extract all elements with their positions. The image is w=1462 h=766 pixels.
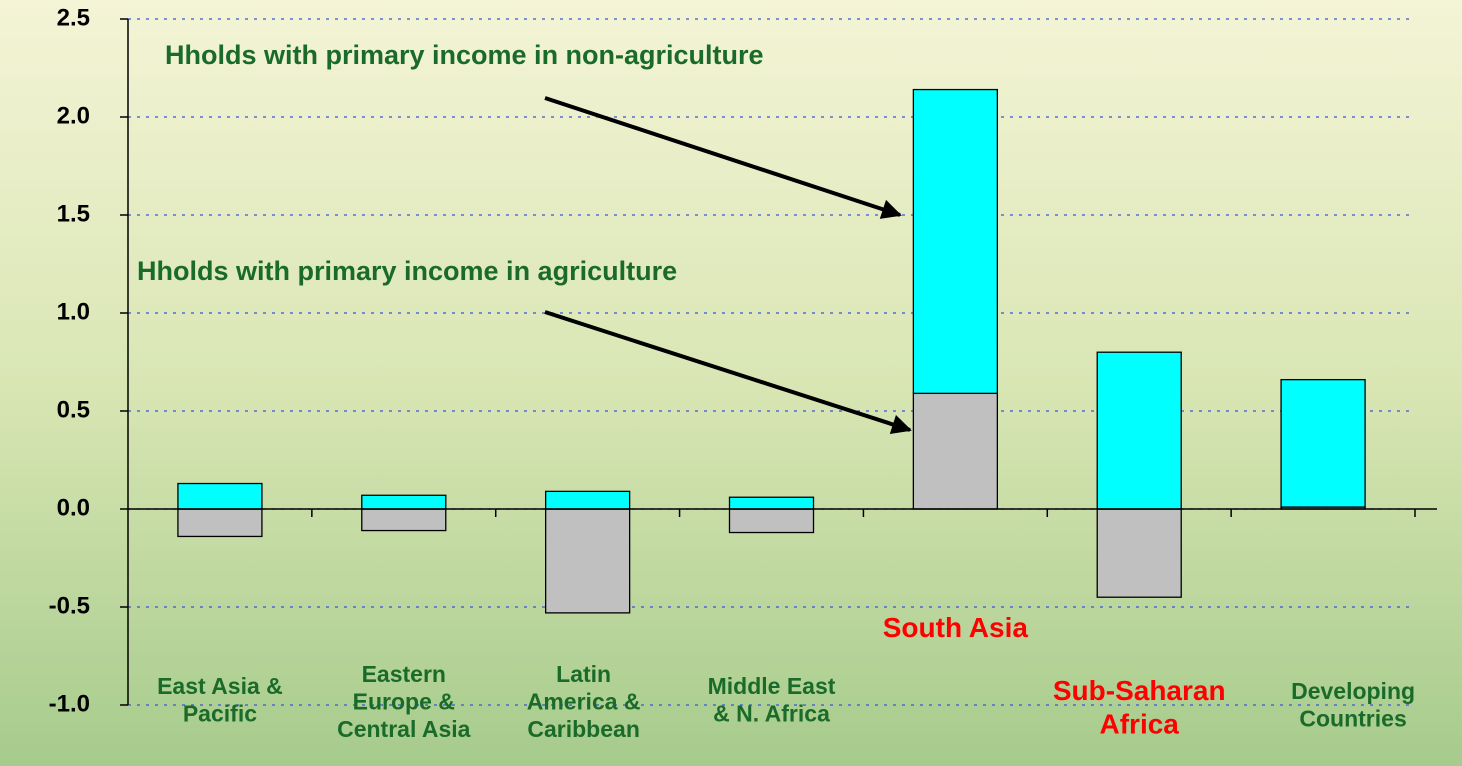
bar-segment — [912, 392, 999, 510]
x-tick-label: Eastern Europe & Central Asia — [337, 661, 471, 742]
arrow — [544, 310, 912, 434]
bar-segment — [361, 494, 447, 510]
bar-segment — [912, 88, 999, 395]
bar-segment — [728, 496, 815, 510]
bar-segment — [728, 508, 815, 534]
annotation: Hholds with primary income in non-agricu… — [165, 40, 764, 70]
arrow — [544, 96, 902, 219]
x-tick-label: South Asia — [883, 612, 1029, 643]
bar-segment — [1096, 508, 1182, 598]
y-tick-label: 0.5 — [57, 396, 90, 423]
bar-segment — [544, 490, 631, 510]
bar-segment — [1280, 378, 1366, 508]
x-tick-label: Sub-Saharan Africa — [1053, 675, 1226, 740]
y-tick-label: 0.0 — [57, 494, 90, 521]
annotation: Hholds with primary income in agricultur… — [137, 256, 677, 286]
bar-segment — [544, 508, 631, 614]
bar-segment — [177, 508, 263, 538]
x-tick-label: East Asia & Pacific — [157, 673, 283, 727]
bar-segment — [361, 508, 447, 532]
y-tick-label: 1.0 — [57, 298, 90, 325]
y-tick-label: -1.0 — [49, 690, 90, 717]
x-tick-label: Latin America & Caribbean — [527, 661, 641, 742]
x-tick-label: Developing Countries — [1291, 678, 1415, 732]
y-tick-label: 2.0 — [57, 102, 90, 129]
y-tick-label: 2.5 — [57, 4, 90, 31]
bar-segment — [177, 482, 263, 510]
y-tick-label: -0.5 — [49, 592, 90, 619]
bar-segment — [1096, 351, 1182, 510]
y-tick-label: 1.5 — [57, 200, 90, 227]
x-tick-label: Middle East & N. Africa — [708, 673, 836, 727]
